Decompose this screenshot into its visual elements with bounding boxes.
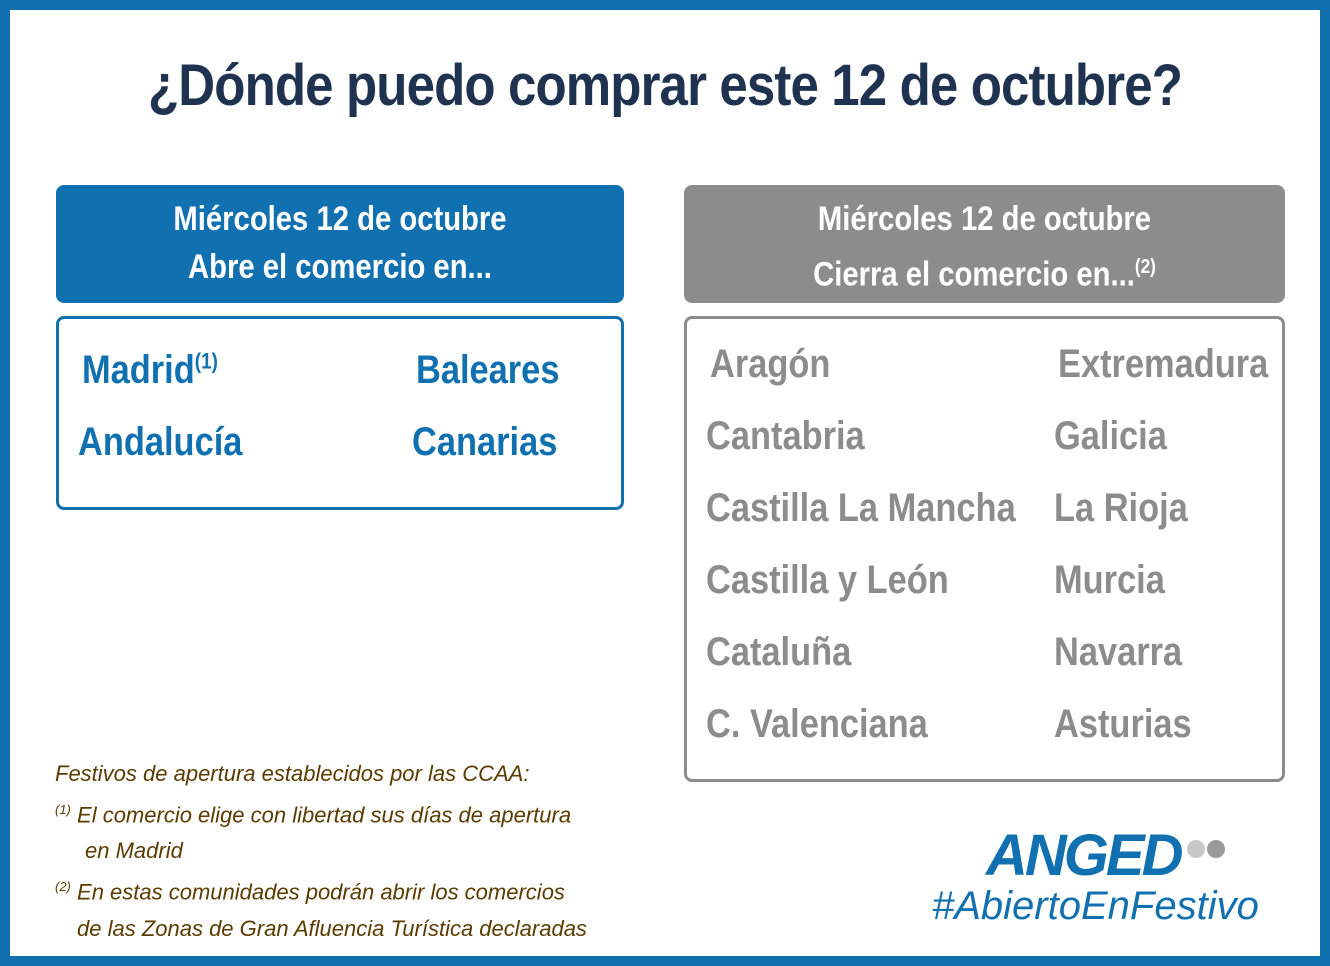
region-closed-left: Castilla La Mancha (706, 486, 1016, 530)
close-header-subtitle-wrap: Cierra el comercio en...(2) (726, 243, 1243, 298)
anged-logo: ANGED (986, 823, 1183, 888)
region-closed-right: Murcia (1054, 558, 1165, 602)
region-closed-right: Galicia (1054, 414, 1167, 458)
footnote-2: (2) En estas comunidades podrán abrir lo… (55, 869, 587, 910)
region-closed-left: Cataluña (706, 630, 852, 674)
open-header-day: Miércoles 12 de octubre (173, 200, 507, 238)
region-closed-right: Asturias (1054, 702, 1192, 746)
logo-dot-light (1187, 840, 1205, 858)
footnote-1: (1) El comercio elige con libertad sus d… (55, 792, 587, 833)
footnote-2-mark: (2) (55, 879, 71, 895)
page-title: ¿Dónde puedo comprar este 12 de octubre? (147, 53, 1183, 118)
close-regions-box (684, 316, 1285, 782)
footnote-1-mark: (1) (55, 802, 71, 817)
close-header: Miércoles 12 de octubre Cierra el comerc… (684, 185, 1285, 303)
region-closed-right: Extremadura (1058, 342, 1269, 386)
footnote-1-line2: en Madrid (85, 838, 183, 864)
region-closed-left: C. Valenciana (706, 702, 928, 746)
region-baleares: Baleares (416, 348, 560, 392)
region-madrid-label: Madrid (82, 348, 195, 392)
region-closed-right: Navarra (1054, 630, 1183, 674)
footnote-1-line1: El comercio elige con libertad sus días … (77, 802, 572, 828)
region-closed-left: Aragón (710, 342, 831, 386)
open-header: Miércoles 12 de octubre Abre el comercio… (56, 185, 624, 303)
close-header-subtitle: Cierra el comercio en... (813, 255, 1135, 294)
region-closed-left: Cantabria (706, 414, 865, 458)
region-closed-left: Castilla y León (706, 558, 949, 602)
footnotes: Festivos de apertura establecidos por la… (55, 756, 587, 947)
footnote-2-line1: En estas comunidades podrán abrir los co… (77, 879, 565, 905)
footnote-2-line2: de las Zonas de Gran Afluencia Turística… (77, 915, 587, 941)
close-header-day: Miércoles 12 de octubre (817, 200, 1152, 238)
footnotes-heading: Festivos de apertura establecidos por la… (55, 761, 530, 786)
region-canarias: Canarias (412, 420, 558, 464)
logo-dot-dark (1207, 840, 1225, 858)
open-header-subtitle: Abre el comercio en... (188, 248, 492, 286)
hashtag: #AbiertoEnFestivo (932, 884, 1259, 928)
open-regions-box (56, 316, 624, 510)
region-madrid-note-mark: (1) (194, 348, 218, 374)
region-madrid: Madrid(1) (82, 348, 218, 393)
region-andalucia: Andalucía (78, 420, 243, 464)
region-closed-right: La Rioja (1054, 486, 1188, 530)
close-header-note-mark: (2) (1134, 256, 1156, 278)
